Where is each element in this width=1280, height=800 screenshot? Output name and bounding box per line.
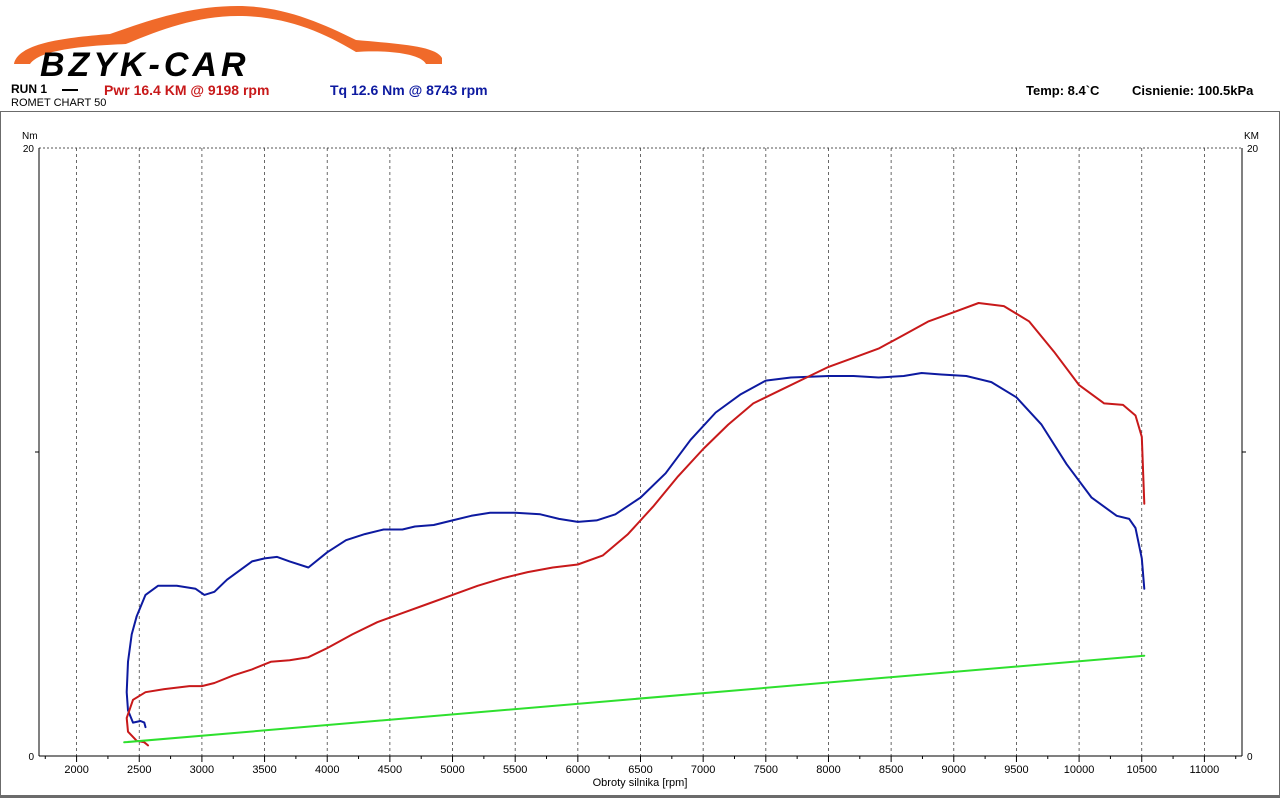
loss-curve	[123, 654, 1146, 744]
x-tick-label: 8500	[879, 764, 903, 776]
temperature-label: Temp: 8.4`C	[1026, 83, 1100, 98]
torque-peak-label: Tq 12.6 Nm @ 8743 rpm	[330, 82, 488, 98]
x-tick-label: 10500	[1126, 764, 1157, 776]
x-tick-label: 11000	[1190, 764, 1220, 776]
x-tick-label: 5500	[503, 764, 527, 776]
pressure-label: Cisnienie: 100.5kPa	[1132, 83, 1254, 98]
x-tick-label: 7500	[754, 764, 778, 776]
y-tick-left-bottom: 0	[28, 752, 34, 763]
x-ticks: 2000 2500 3000 3500 4000 4500 5000 5500 6000 6500…	[44, 756, 1237, 776]
x-tick-label: 7000	[691, 764, 715, 776]
x-tick-label: 8000	[816, 764, 840, 776]
x-tick-label: 5000	[440, 764, 464, 776]
x-tick-label: 9000	[942, 764, 966, 776]
x-tick-label: 2000	[64, 764, 88, 776]
x-tick-label: 2500	[127, 764, 151, 776]
series	[123, 302, 1146, 747]
run-legend-line	[62, 89, 78, 91]
x-tick-label: 10000	[1064, 764, 1095, 776]
x-axis-label: Obroty silnika [rpm]	[593, 777, 688, 789]
y-tick-left-top: 20	[23, 144, 35, 155]
dyno-chart: Nm KM 20 0 20 0 Obroty silnika [rpm] 200…	[0, 111, 1280, 798]
x-tick-label: 4500	[378, 764, 402, 776]
x-tick-label: 4000	[315, 764, 339, 776]
torque-curve	[125, 372, 1146, 729]
y-tick-right-top: 20	[1247, 144, 1259, 155]
bzyk-car-logo: BZYK-CAR	[14, 6, 442, 82]
grid	[39, 147, 1242, 756]
power-curve	[125, 302, 1146, 747]
x-tick-label: 6500	[628, 764, 652, 776]
chart-name-label: ROMET CHART 50	[11, 97, 107, 109]
logo-text: BZYK-CAR	[40, 46, 250, 82]
power-peak-label: Pwr 16.4 KM @ 9198 rpm	[104, 82, 270, 98]
x-tick-label: 3500	[252, 764, 276, 776]
x-tick-label: 9500	[1004, 764, 1028, 776]
y-tick-right-bottom: 0	[1247, 752, 1253, 763]
x-tick-label: 6000	[566, 764, 590, 776]
logo-car-roof	[14, 6, 442, 64]
y-axis-right-label: KM	[1244, 131, 1259, 142]
chart-frame	[0, 111, 1280, 796]
y-axis-left-label: Nm	[22, 131, 38, 142]
run-label: RUN 1	[11, 82, 48, 96]
x-tick-label: 3000	[190, 764, 214, 776]
